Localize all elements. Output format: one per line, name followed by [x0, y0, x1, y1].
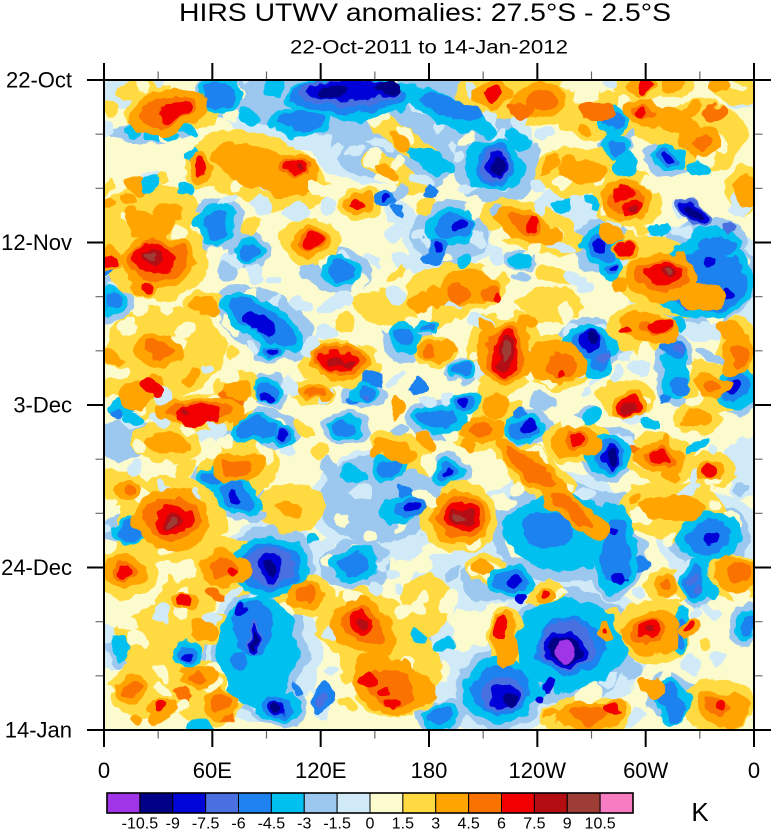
svg-text:0: 0	[98, 758, 110, 783]
svg-text:24-Dec: 24-Dec	[1, 555, 72, 580]
svg-text:4.5: 4.5	[457, 816, 479, 830]
svg-text:K: K	[691, 797, 709, 827]
svg-text:10.5: 10.5	[585, 816, 616, 830]
svg-text:14-Jan: 14-Jan	[5, 718, 72, 743]
svg-text:-1.5: -1.5	[323, 816, 351, 830]
svg-text:-10.5: -10.5	[122, 816, 159, 830]
svg-text:-6: -6	[231, 816, 245, 830]
svg-text:-7.5: -7.5	[192, 816, 220, 830]
svg-text:120W: 120W	[509, 758, 567, 783]
svg-text:6: 6	[497, 816, 506, 830]
svg-text:22-Oct: 22-Oct	[6, 68, 72, 93]
svg-text:9: 9	[563, 816, 572, 830]
svg-text:3-Dec: 3-Dec	[13, 393, 72, 418]
svg-text:60W: 60W	[623, 758, 668, 783]
svg-text:-4.5: -4.5	[258, 816, 286, 830]
svg-text:3: 3	[431, 816, 440, 830]
svg-text:60E: 60E	[193, 758, 232, 783]
svg-text:HIRS UTWV anomalies: 27.5°S -: HIRS UTWV anomalies: 27.5°S - 2.5°S	[179, 0, 671, 27]
svg-text:180: 180	[411, 758, 448, 783]
svg-text:7.5: 7.5	[523, 816, 545, 830]
svg-text:12-Nov: 12-Nov	[1, 230, 72, 255]
svg-text:1.5: 1.5	[392, 816, 414, 830]
svg-text:22-Oct-2011 to 14-Jan-2012: 22-Oct-2011 to 14-Jan-2012	[290, 37, 568, 58]
svg-text:120E: 120E	[295, 758, 346, 783]
svg-text:0: 0	[366, 816, 375, 830]
svg-text:-9: -9	[166, 816, 180, 830]
svg-text:0: 0	[748, 758, 760, 783]
svg-text:-3: -3	[297, 816, 311, 830]
